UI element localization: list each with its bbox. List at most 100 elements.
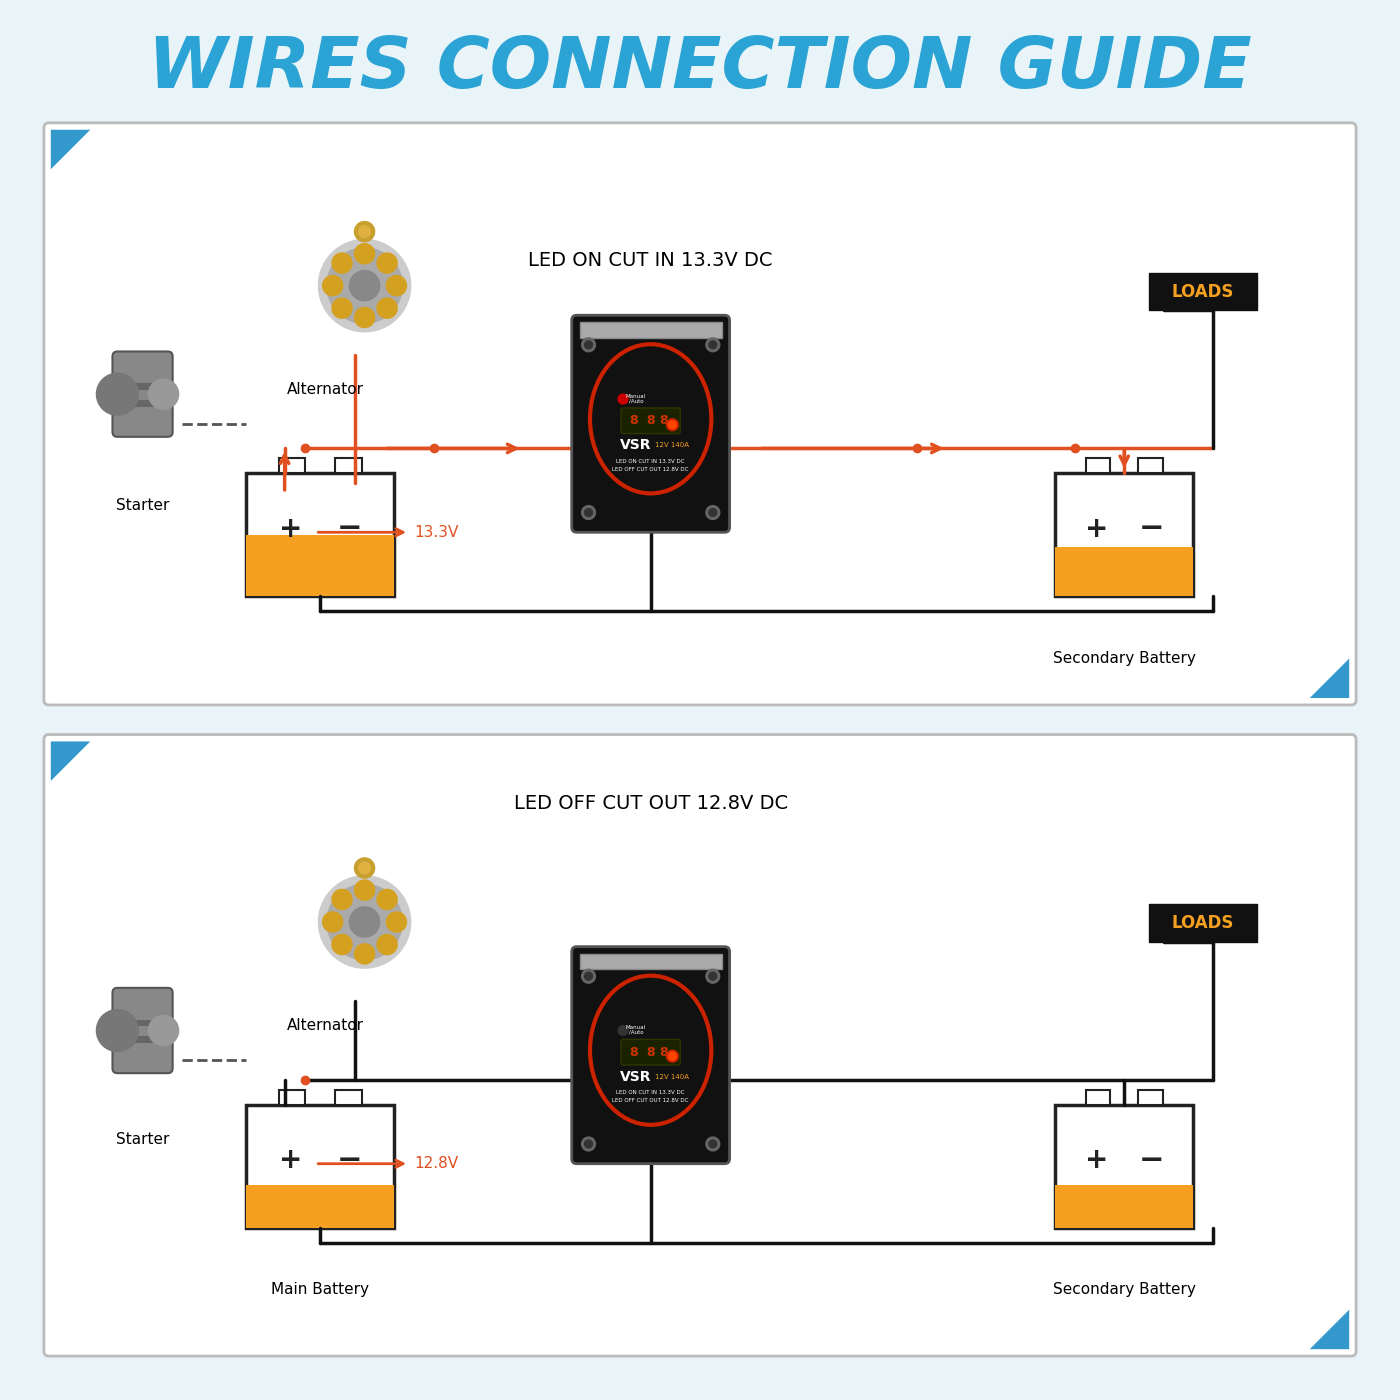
Text: +: + — [1085, 515, 1109, 543]
Circle shape — [706, 969, 720, 983]
Text: −: − — [337, 1145, 363, 1175]
Circle shape — [148, 1015, 179, 1046]
Polygon shape — [50, 130, 90, 169]
Circle shape — [619, 1026, 629, 1036]
Circle shape — [666, 1050, 678, 1063]
Text: /Auto: /Auto — [629, 399, 643, 403]
Circle shape — [318, 876, 410, 969]
Bar — [246, 1105, 395, 1228]
Polygon shape — [1310, 658, 1350, 699]
Text: Manual: Manual — [626, 393, 645, 399]
Text: LED ON CUT IN 13.3V DC: LED ON CUT IN 13.3V DC — [528, 252, 773, 270]
Bar — [1056, 473, 1193, 596]
Text: LED ON CUT IN 13.3V DC: LED ON CUT IN 13.3V DC — [616, 1091, 685, 1095]
Text: LED ON CUT IN 13.3V DC: LED ON CUT IN 13.3V DC — [616, 459, 685, 463]
Circle shape — [377, 253, 398, 273]
Circle shape — [706, 337, 720, 351]
Circle shape — [386, 276, 406, 295]
Text: LED OFF CUT OUT 12.8V DC: LED OFF CUT OUT 12.8V DC — [612, 1098, 689, 1103]
Bar — [1149, 904, 1257, 942]
Bar — [335, 1089, 361, 1105]
Bar — [580, 322, 722, 337]
Circle shape — [377, 298, 398, 318]
Circle shape — [97, 374, 139, 416]
Bar — [118, 1019, 168, 1026]
Circle shape — [354, 308, 375, 328]
Circle shape — [708, 508, 717, 517]
Circle shape — [585, 340, 592, 349]
Bar — [118, 384, 168, 391]
Circle shape — [354, 944, 375, 965]
Text: 12.8V: 12.8V — [414, 1156, 458, 1172]
Circle shape — [332, 298, 351, 318]
FancyBboxPatch shape — [112, 988, 172, 1074]
Text: VSR: VSR — [620, 1070, 651, 1084]
Text: /Auto: /Auto — [629, 1030, 643, 1035]
Text: +: + — [279, 515, 302, 543]
Bar — [580, 953, 722, 969]
Text: −: − — [1140, 1145, 1165, 1175]
Bar — [1085, 458, 1110, 473]
Circle shape — [708, 340, 717, 349]
FancyBboxPatch shape — [43, 123, 1357, 706]
Circle shape — [318, 239, 410, 332]
Circle shape — [354, 881, 375, 900]
Circle shape — [350, 270, 379, 301]
Bar — [1056, 1184, 1193, 1228]
Text: 8: 8 — [630, 414, 638, 427]
Circle shape — [706, 505, 720, 519]
Text: Alternator: Alternator — [287, 382, 364, 398]
Polygon shape — [1310, 1310, 1350, 1350]
Text: Secondary Battery: Secondary Battery — [1053, 651, 1196, 665]
Text: LOADS: LOADS — [1172, 914, 1235, 932]
Circle shape — [322, 276, 343, 295]
Circle shape — [332, 889, 351, 910]
Text: 12V 140A: 12V 140A — [655, 442, 689, 448]
Text: 8: 8 — [630, 1046, 638, 1058]
Circle shape — [377, 934, 398, 955]
Circle shape — [148, 379, 179, 409]
Bar — [279, 1089, 305, 1105]
FancyBboxPatch shape — [43, 735, 1357, 1357]
Text: Manual: Manual — [626, 1025, 645, 1030]
Text: Secondary Battery: Secondary Battery — [1053, 1282, 1196, 1296]
Circle shape — [581, 505, 595, 519]
Bar — [1085, 1089, 1110, 1105]
Text: −: − — [1140, 514, 1165, 543]
Circle shape — [386, 911, 406, 932]
Bar — [246, 535, 395, 596]
Polygon shape — [50, 742, 90, 781]
Circle shape — [581, 337, 595, 351]
Circle shape — [585, 508, 592, 517]
Text: LOADS: LOADS — [1172, 283, 1235, 301]
Bar — [246, 473, 395, 596]
Circle shape — [354, 858, 375, 878]
Bar — [118, 1036, 168, 1043]
Bar — [279, 458, 305, 473]
Circle shape — [350, 907, 379, 937]
Circle shape — [332, 253, 351, 273]
Circle shape — [326, 885, 402, 960]
Text: 8: 8 — [659, 1046, 668, 1058]
FancyBboxPatch shape — [112, 351, 172, 437]
Text: Alternator: Alternator — [287, 1018, 364, 1033]
Circle shape — [354, 244, 375, 263]
Circle shape — [668, 1053, 676, 1060]
Bar — [246, 1184, 395, 1228]
Bar — [118, 400, 168, 407]
FancyBboxPatch shape — [571, 946, 729, 1163]
Circle shape — [706, 1137, 720, 1151]
Circle shape — [581, 1137, 595, 1151]
Text: 13.3V: 13.3V — [414, 525, 458, 540]
Text: Main Battery: Main Battery — [272, 1282, 370, 1296]
Circle shape — [358, 225, 371, 238]
Text: 12V 140A: 12V 140A — [655, 1074, 689, 1079]
Circle shape — [581, 969, 595, 983]
Text: LED OFF CUT OUT 12.8V DC: LED OFF CUT OUT 12.8V DC — [612, 466, 689, 472]
Circle shape — [358, 862, 371, 874]
Circle shape — [354, 221, 375, 242]
FancyBboxPatch shape — [571, 315, 729, 532]
Bar — [1149, 273, 1257, 311]
FancyBboxPatch shape — [622, 1039, 680, 1065]
Circle shape — [97, 1009, 139, 1051]
